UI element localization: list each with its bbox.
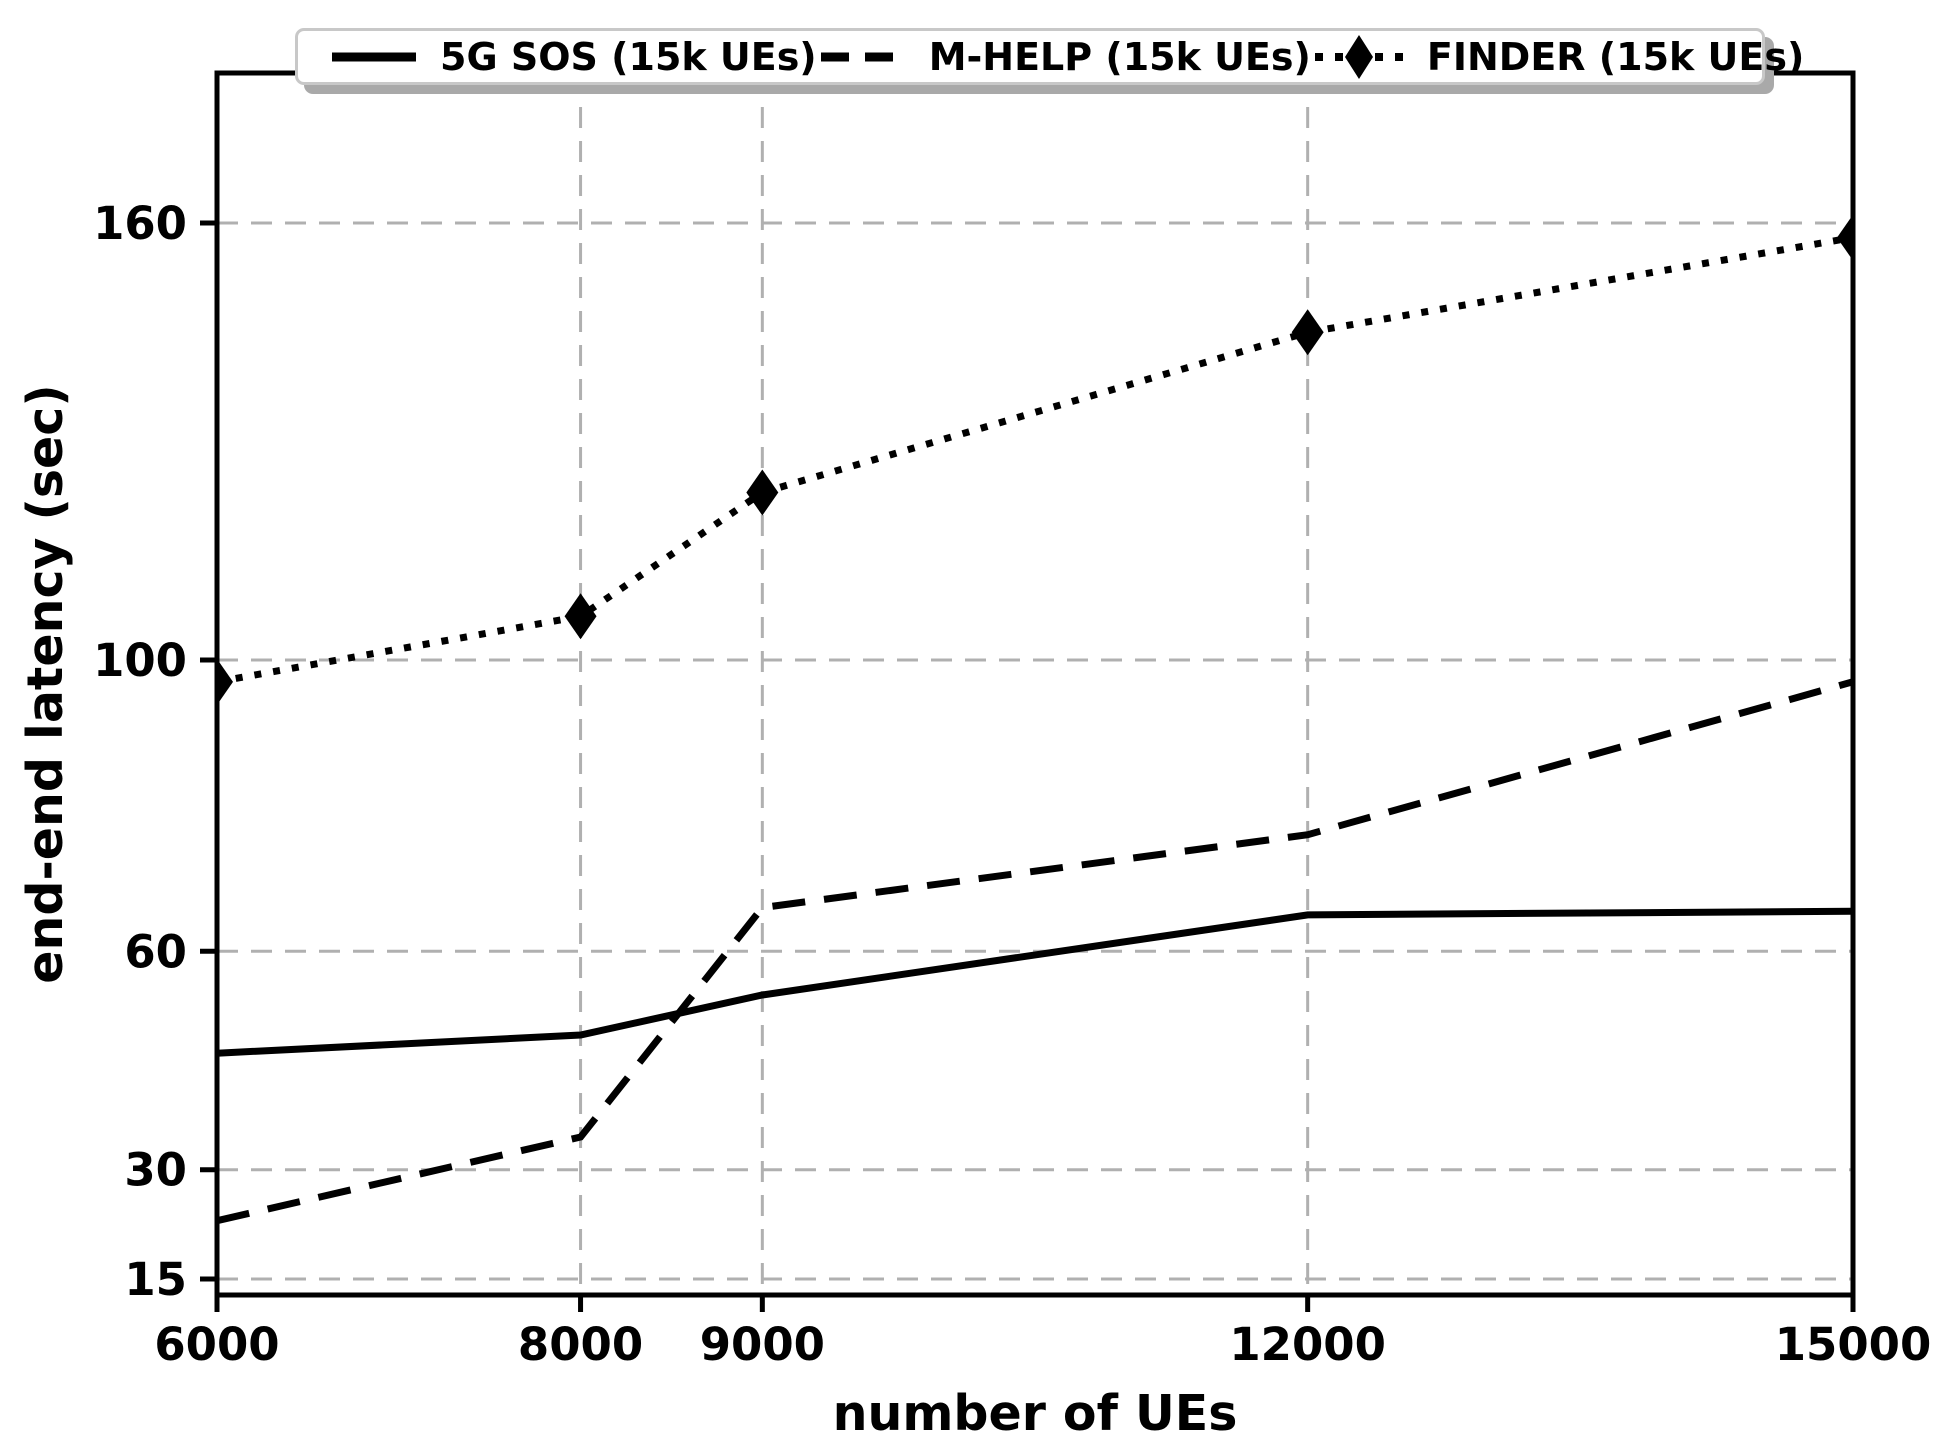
legend: 5G SOS (15k UEs) M-HELP (15k UEs) FINDER… xyxy=(295,28,1804,85)
axes xyxy=(200,70,1856,1312)
legend-item-5g-sos: 5G SOS (15k UEs) xyxy=(328,31,817,83)
gridlines xyxy=(215,73,1855,1295)
x-tick-label: 9000 xyxy=(700,1318,825,1371)
data-series xyxy=(217,214,1853,1225)
series-line xyxy=(217,907,1853,1057)
x-axis-label: number of UEs xyxy=(833,1385,1238,1442)
thin-diamond-marker xyxy=(1291,309,1324,356)
thin-diamond-marker xyxy=(564,593,597,640)
series-line xyxy=(217,678,1853,1225)
x-tick-label: 15000 xyxy=(1775,1318,1932,1371)
series-5g-sos-15k-ues xyxy=(217,907,1853,1057)
x-tick-label: 6000 xyxy=(154,1318,279,1371)
series-finder-15k-ues xyxy=(217,214,1853,705)
dotted-diamond-sample-icon xyxy=(1314,34,1403,79)
y-axis-label: end-end latency (sec) xyxy=(17,384,74,983)
legend-item-finder: FINDER (15k UEs) xyxy=(1311,31,1804,83)
legend-label: M-HELP (15k UEs) xyxy=(928,34,1311,79)
thin-diamond-marker xyxy=(1837,214,1853,261)
dashed-line-sample-icon xyxy=(820,52,909,61)
x-tick-label: 8000 xyxy=(518,1318,643,1371)
plot-border xyxy=(214,70,1856,1298)
legend-item-m-help: M-HELP (15k UEs) xyxy=(817,31,1311,83)
thin-diamond-marker xyxy=(746,469,779,516)
series-m-help-15k-ues xyxy=(217,678,1853,1225)
tick-labels: 6000 8000 9000 12000 15000 15 30 60 100 160 xyxy=(93,197,1931,1371)
series-line xyxy=(217,234,1853,686)
x-tick-label: 12000 xyxy=(1229,1318,1386,1371)
y-tick-label: 30 xyxy=(124,1144,187,1197)
thin-diamond-marker xyxy=(217,658,233,705)
legend-label: FINDER (15k UEs) xyxy=(1426,34,1805,79)
legend-label: 5G SOS (15k UEs) xyxy=(440,34,817,79)
solid-line-sample-icon xyxy=(332,52,416,61)
y-tick-label: 160 xyxy=(93,197,187,250)
y-tick-label: 15 xyxy=(124,1253,187,1306)
y-tick-label: 100 xyxy=(93,634,187,687)
y-tick-label: 60 xyxy=(124,925,187,978)
